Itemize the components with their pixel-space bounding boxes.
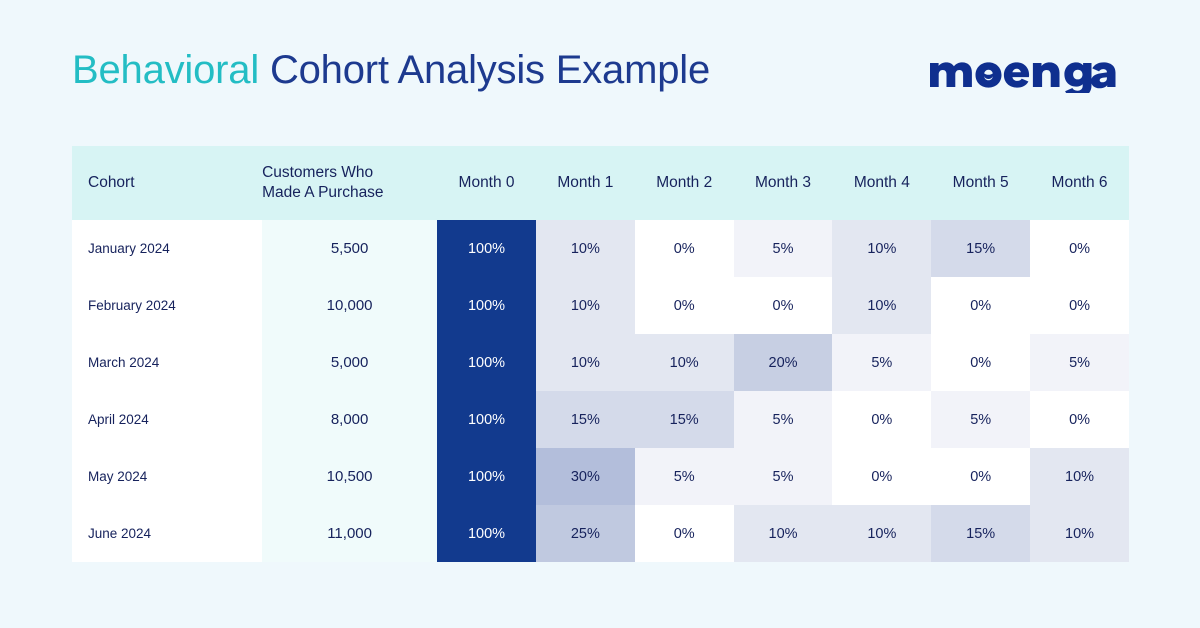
cell-retention-month-0: 100% bbox=[437, 505, 536, 562]
cell-retention-month-4: 10% bbox=[832, 220, 932, 277]
table-row: June 2024 11,000 100% 25% 0% 10% 10% 15% 10% bbox=[72, 505, 1129, 562]
header-row: Cohort Customers Who Made A Purchase Mon… bbox=[72, 146, 1129, 220]
header-month-1: Month 1 bbox=[535, 146, 635, 220]
table-row: April 2024 8,000 100% 15% 15% 5% 0% 5% 0% bbox=[72, 391, 1129, 448]
cell-retention-month-0: 100% bbox=[437, 277, 536, 334]
cell-retention-month-4: 5% bbox=[832, 334, 932, 391]
cell-retention-month-6: 10% bbox=[1030, 448, 1129, 505]
table-row: January 2024 5,500 100% 10% 0% 5% 10% 15% 0% bbox=[72, 220, 1129, 277]
cell-retention-month-5: 0% bbox=[931, 448, 1031, 505]
cell-retention-month-1: 25% bbox=[535, 505, 635, 562]
cell-retention-month-2: 0% bbox=[634, 505, 734, 562]
table-row: March 2024 5,000 100% 10% 10% 20% 5% 0% 5% bbox=[72, 334, 1129, 391]
cell-retention-month-3: 10% bbox=[733, 505, 833, 562]
cell-retention-month-2: 10% bbox=[634, 334, 734, 391]
cell-retention-month-2: 0% bbox=[634, 277, 734, 334]
header-cohort: Cohort bbox=[72, 146, 263, 220]
header-customers-who-made-a-purchase: Customers Who Made A Purchase bbox=[262, 146, 438, 220]
cell-cohort-label: June 2024 bbox=[72, 505, 263, 562]
page-title-main: Cohort Analysis Example bbox=[269, 48, 710, 92]
moengage-logo bbox=[928, 45, 1128, 95]
cohort-retention-table: Cohort Customers Who Made A Purchase Mon… bbox=[72, 146, 1129, 562]
cell-retention-month-2: 0% bbox=[634, 220, 734, 277]
table-body: January 2024 5,500 100% 10% 0% 5% 10% 15% 0% Febr… bbox=[72, 220, 1129, 562]
cell-retention-month-3: 5% bbox=[733, 391, 833, 448]
cell-retention-month-5: 0% bbox=[931, 277, 1031, 334]
header-month-5: Month 5 bbox=[931, 146, 1031, 220]
cell-retention-month-4: 10% bbox=[832, 505, 932, 562]
cell-retention-month-1: 15% bbox=[535, 391, 635, 448]
cell-retention-month-3: 20% bbox=[733, 334, 833, 391]
cell-retention-month-5: 5% bbox=[931, 391, 1031, 448]
cell-retention-month-5: 15% bbox=[931, 505, 1031, 562]
cell-customers-count: 5,000 bbox=[262, 334, 438, 391]
cell-retention-month-4: 0% bbox=[832, 391, 932, 448]
cell-customers-count: 11,000 bbox=[262, 505, 438, 562]
cell-cohort-label: May 2024 bbox=[72, 448, 263, 505]
header-month-4: Month 4 bbox=[832, 146, 932, 220]
cell-cohort-label: March 2024 bbox=[72, 334, 263, 391]
cell-retention-month-1: 10% bbox=[535, 220, 635, 277]
cell-retention-month-0: 100% bbox=[437, 391, 536, 448]
cell-retention-month-5: 15% bbox=[931, 220, 1031, 277]
page-title-accent: Behavioral bbox=[72, 48, 260, 92]
header-month-2: Month 2 bbox=[634, 146, 734, 220]
table-row: February 2024 10,000 100% 10% 0% 0% 10% 0% 0% bbox=[72, 277, 1129, 334]
cell-retention-month-0: 100% bbox=[437, 220, 536, 277]
cell-retention-month-2: 15% bbox=[634, 391, 734, 448]
header-month-6: Month 6 bbox=[1030, 146, 1129, 220]
cell-retention-month-0: 100% bbox=[437, 448, 536, 505]
cell-retention-month-3: 0% bbox=[733, 277, 833, 334]
cell-retention-month-3: 5% bbox=[733, 220, 833, 277]
cell-customers-count: 10,000 bbox=[262, 277, 438, 334]
cell-retention-month-6: 5% bbox=[1030, 334, 1129, 391]
cell-cohort-label: February 2024 bbox=[72, 277, 263, 334]
header-customers-line1: Customers Who bbox=[262, 163, 374, 181]
cell-customers-count: 5,500 bbox=[262, 220, 438, 277]
cell-customers-count: 10,500 bbox=[262, 448, 438, 505]
cell-retention-month-6: 10% bbox=[1030, 505, 1129, 562]
table-header: Cohort Customers Who Made A Purchase Mon… bbox=[72, 146, 1129, 220]
cell-retention-month-4: 0% bbox=[832, 448, 932, 505]
cohort-table-container: Cohort Customers Who Made A Purchase Mon… bbox=[72, 146, 1129, 562]
header-month-3: Month 3 bbox=[733, 146, 833, 220]
cell-retention-month-6: 0% bbox=[1030, 391, 1129, 448]
cell-customers-count: 8,000 bbox=[262, 391, 438, 448]
cell-retention-month-5: 0% bbox=[931, 334, 1031, 391]
cell-retention-month-2: 5% bbox=[634, 448, 734, 505]
cell-retention-month-6: 0% bbox=[1030, 220, 1129, 277]
cell-retention-month-1: 30% bbox=[535, 448, 635, 505]
page-title: Behavioral Cohort Analysis Example bbox=[72, 48, 710, 92]
header-customers-line2: Made A Purchase bbox=[262, 184, 384, 201]
cell-retention-month-6: 0% bbox=[1030, 277, 1129, 334]
header-bar: Behavioral Cohort Analysis Example bbox=[0, 0, 1200, 140]
cell-retention-month-4: 10% bbox=[832, 277, 932, 334]
table-row: May 2024 10,500 100% 30% 5% 5% 0% 0% 10% bbox=[72, 448, 1129, 505]
cell-retention-month-1: 10% bbox=[535, 277, 635, 334]
cell-retention-month-1: 10% bbox=[535, 334, 635, 391]
header-month-0: Month 0 bbox=[437, 146, 536, 220]
cell-retention-month-3: 5% bbox=[733, 448, 833, 505]
cell-retention-month-0: 100% bbox=[437, 334, 536, 391]
cell-cohort-label: January 2024 bbox=[72, 220, 263, 277]
cell-cohort-label: April 2024 bbox=[72, 391, 263, 448]
